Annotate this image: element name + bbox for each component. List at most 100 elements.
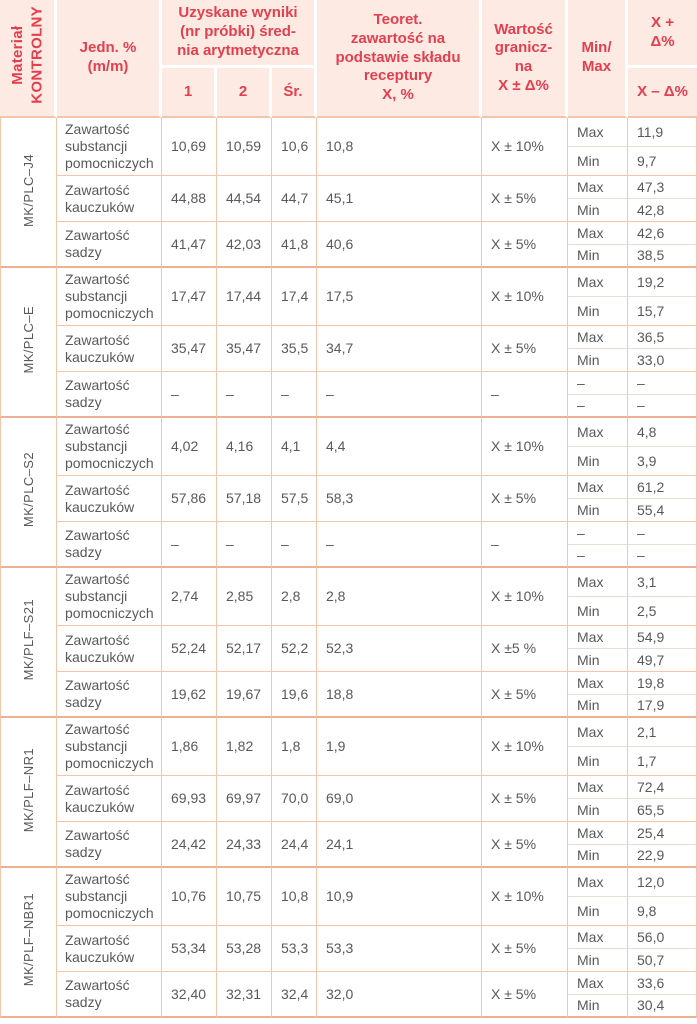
max-label: Max (568, 118, 628, 147)
result-sample-1: 4,02 (162, 418, 217, 476)
result-average: 57,5 (272, 476, 317, 522)
limit-formula: X ± 5% (482, 776, 568, 822)
theoretical-content: 2,8 (317, 568, 482, 626)
min-value: 55,4 (628, 499, 697, 522)
material-cell: MK/PLF–NBR1 (0, 868, 57, 1018)
result-average: 2,8 (272, 568, 317, 626)
min-value: 9,8 (628, 897, 697, 926)
min-label: Min (568, 695, 628, 718)
result-average: 35,5 (272, 326, 317, 372)
theoretical-content: 10,9 (317, 868, 482, 926)
limit-formula: X ± 10% (482, 568, 568, 626)
parameter-label: Zawartość substancji pomocniczych (57, 418, 162, 476)
result-sample-2: 1,82 (217, 718, 272, 776)
result-sample-1: 53,34 (162, 926, 217, 972)
theoretical-content: – (317, 522, 482, 568)
result-sample-2: 10,59 (217, 118, 272, 176)
table-row: MK/PLF–NBR1 Zawartość substancji pomocni… (0, 868, 697, 1018)
result-average: 10,6 (272, 118, 317, 176)
table-row: Zawartość kauczuków 57,86 57,18 57,5 58,… (0, 476, 697, 522)
parameter-label: Zawartość sadzy (57, 372, 162, 418)
header-unit: Jedn. % (m/m) (57, 0, 162, 118)
max-value: 36,5 (628, 326, 697, 349)
parameter-label: Zawartość substancji pomocniczych (57, 118, 162, 176)
max-value: 25,4 (628, 822, 697, 845)
material-cell: MK/PLC–J4 (0, 118, 57, 268)
table-row: Zawartość sadzy – – – – – – – (0, 372, 697, 418)
min-value: 2,5 (628, 597, 697, 626)
max-label: Max (568, 418, 628, 447)
parameter-label: Zawartość kauczuków (57, 326, 162, 372)
table-row: Min 50,7 (0, 949, 697, 972)
max-value: 33,6 (628, 972, 697, 995)
max-value: 3,1 (628, 568, 697, 597)
result-sample-1: 17,47 (162, 268, 217, 326)
material-label: MK/PLC–S2 (21, 452, 36, 528)
min-label: Min (568, 949, 628, 972)
result-average: 17,4 (272, 268, 317, 326)
min-value: 50,7 (628, 949, 697, 972)
max-label: Max (568, 326, 628, 349)
table-row: Min 65,5 (0, 799, 697, 822)
max-label: Max (568, 672, 628, 695)
limit-formula: X ± 10% (482, 868, 568, 926)
max-value: – (628, 372, 697, 395)
min-value: 15,7 (628, 297, 697, 326)
table-row: Min 42,8 (0, 199, 697, 222)
min-value: 9,7 (628, 147, 697, 176)
material-cell: MK/PLF–NR1 (0, 718, 57, 868)
table-row: Min 1,7 (0, 747, 697, 776)
limit-formula: X ± 5% (482, 222, 568, 268)
min-value: 22,9 (628, 845, 697, 868)
max-value: 42,6 (628, 222, 697, 245)
result-average: 19,6 (272, 672, 317, 718)
max-value: 54,9 (628, 626, 697, 649)
min-value: 42,8 (628, 199, 697, 222)
result-sample-1: – (162, 522, 217, 568)
header-sample-avg: Śr. (272, 68, 317, 118)
result-average: 70,0 (272, 776, 317, 822)
min-label: Min (568, 297, 628, 326)
min-label: Min (568, 649, 628, 672)
result-sample-1: 24,42 (162, 822, 217, 868)
table-row: MK/PLC–S2 Zawartość substancji pomocnicz… (0, 418, 697, 568)
min-label: – (568, 395, 628, 418)
result-sample-2: 52,17 (217, 626, 272, 672)
min-value: 65,5 (628, 799, 697, 822)
table-row: Zawartość kauczuków 35,47 35,47 35,5 34,… (0, 326, 697, 372)
theoretical-content: 69,0 (317, 776, 482, 822)
material-cell: MK/PLC–S2 (0, 418, 57, 568)
header-x-minus: X – Δ% (628, 68, 697, 118)
min-value: 38,5 (628, 245, 697, 268)
parameter-label: Zawartość sadzy (57, 522, 162, 568)
max-label: – (568, 522, 628, 545)
min-label: Min (568, 199, 628, 222)
max-value: 11,9 (628, 118, 697, 147)
result-average: – (272, 372, 317, 418)
max-label: Max (568, 476, 628, 499)
theoretical-content: – (317, 372, 482, 418)
header-sample-2: 2 (217, 68, 272, 118)
header-theoretical: Teoret. zawartość na podstawie składu re… (317, 0, 482, 118)
limit-formula: X ± 5% (482, 326, 568, 372)
table-row: Zawartość sadzy 19,62 19,67 19,6 18,8 X … (0, 672, 697, 718)
parameter-label: Zawartość kauczuków (57, 776, 162, 822)
max-value: 56,0 (628, 926, 697, 949)
limit-formula: X ± 5% (482, 972, 568, 1018)
theoretical-content: 10,8 (317, 118, 482, 176)
max-label: Max (568, 718, 628, 747)
result-average: 44,7 (272, 176, 317, 222)
limit-formula: X ± 10% (482, 718, 568, 776)
min-label: Min (568, 897, 628, 926)
max-label: Max (568, 176, 628, 199)
result-sample-1: 32,40 (162, 972, 217, 1018)
header-limit: Wartość granicz- na X ± Δ% (482, 0, 568, 118)
min-value: 30,4 (628, 995, 697, 1018)
max-label: Max (568, 926, 628, 949)
theoretical-content: 40,6 (317, 222, 482, 268)
result-sample-1: 52,24 (162, 626, 217, 672)
max-value: 61,2 (628, 476, 697, 499)
header-row-top: Materiał KONTROLNY Jedn. % (m/m) Uzyskan… (0, 0, 697, 118)
theoretical-content: 45,1 (317, 176, 482, 222)
min-value: 3,9 (628, 447, 697, 476)
